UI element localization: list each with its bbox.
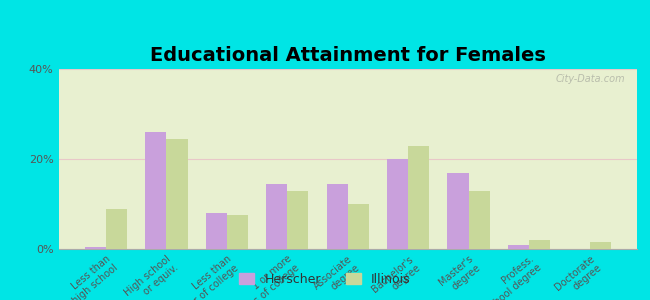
Bar (106, 208, 127, 249)
Bar (326, 184, 348, 249)
Bar (287, 190, 309, 249)
Bar (145, 132, 166, 249)
Bar (508, 244, 529, 249)
Bar (408, 146, 430, 249)
Bar (227, 215, 248, 249)
Legend: Herscher, Illinois: Herscher, Illinois (235, 268, 415, 291)
Bar (266, 184, 287, 249)
Title: Educational Attainment for Females: Educational Attainment for Females (150, 46, 546, 65)
Bar (387, 159, 408, 249)
Bar (469, 190, 490, 249)
Bar (166, 139, 188, 249)
Text: City-Data.com: City-Data.com (556, 74, 625, 84)
Bar (447, 172, 469, 249)
Bar (529, 240, 551, 249)
Bar (348, 204, 369, 249)
Bar (205, 213, 227, 249)
Bar (590, 242, 611, 249)
Bar (84, 247, 106, 249)
